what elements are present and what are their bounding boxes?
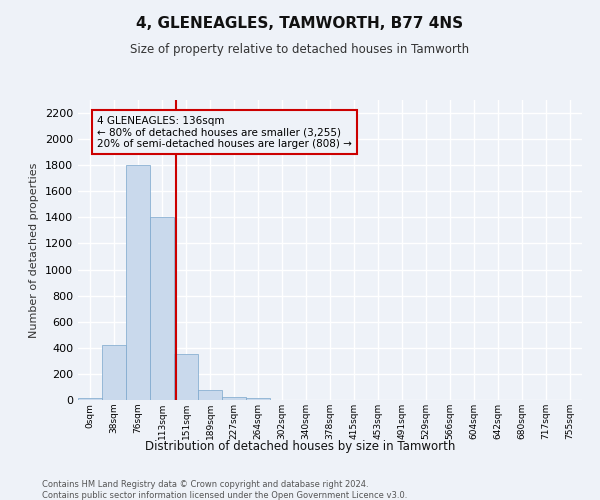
Text: 4 GLENEAGLES: 136sqm
← 80% of detached houses are smaller (3,255)
20% of semi-de: 4 GLENEAGLES: 136sqm ← 80% of detached h…: [97, 116, 352, 149]
Bar: [150, 218, 174, 400]
Text: Size of property relative to detached houses in Tamworth: Size of property relative to detached ho…: [130, 42, 470, 56]
Bar: [246, 398, 270, 400]
Text: 4, GLENEAGLES, TAMWORTH, B77 4NS: 4, GLENEAGLES, TAMWORTH, B77 4NS: [136, 16, 464, 30]
Bar: [126, 165, 150, 400]
Bar: [174, 354, 198, 400]
Bar: [198, 390, 222, 400]
Y-axis label: Number of detached properties: Number of detached properties: [29, 162, 40, 338]
Text: Distribution of detached houses by size in Tamworth: Distribution of detached houses by size …: [145, 440, 455, 453]
Bar: [78, 398, 102, 400]
Bar: [222, 396, 246, 400]
Text: Contains HM Land Registry data © Crown copyright and database right 2024.
Contai: Contains HM Land Registry data © Crown c…: [42, 480, 407, 500]
Bar: [102, 345, 126, 400]
